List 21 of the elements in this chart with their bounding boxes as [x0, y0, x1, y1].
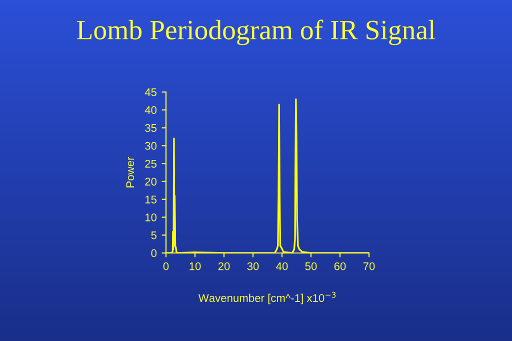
y-tick-label: 40 [144, 106, 157, 114]
y-tick-label: 30 [145, 142, 157, 150]
x-tick-label: 30 [247, 262, 259, 270]
chart-title: Lomb Periodogram of IR Signal [77, 20, 436, 46]
y-tick-label: 0 [151, 249, 157, 258]
x-tick-label: 70 [363, 262, 375, 270]
x-axis-title: Wavenumber [cm^-1] x10$^{−3}$ [198, 292, 336, 304]
x-tick-label: 20 [218, 262, 230, 270]
y-axis-title: Power [126, 156, 134, 188]
y-tick-label: 5 [151, 231, 157, 240]
y-tick-label: 20 [145, 178, 157, 186]
x-tick-label: 0 [163, 262, 169, 270]
x-tick-label: 10 [190, 262, 201, 270]
y-tick-label: 35 [145, 124, 157, 132]
y-tick-label: 25 [145, 160, 157, 168]
x-tick-label: 40 [276, 262, 288, 270]
y-tick-label: 15 [145, 196, 157, 204]
x-tick-label: 60 [334, 262, 346, 270]
x-tick-label: 50 [305, 262, 317, 270]
y-tick-label: 10 [145, 213, 157, 222]
y-tick-label: 45 [144, 88, 157, 96]
